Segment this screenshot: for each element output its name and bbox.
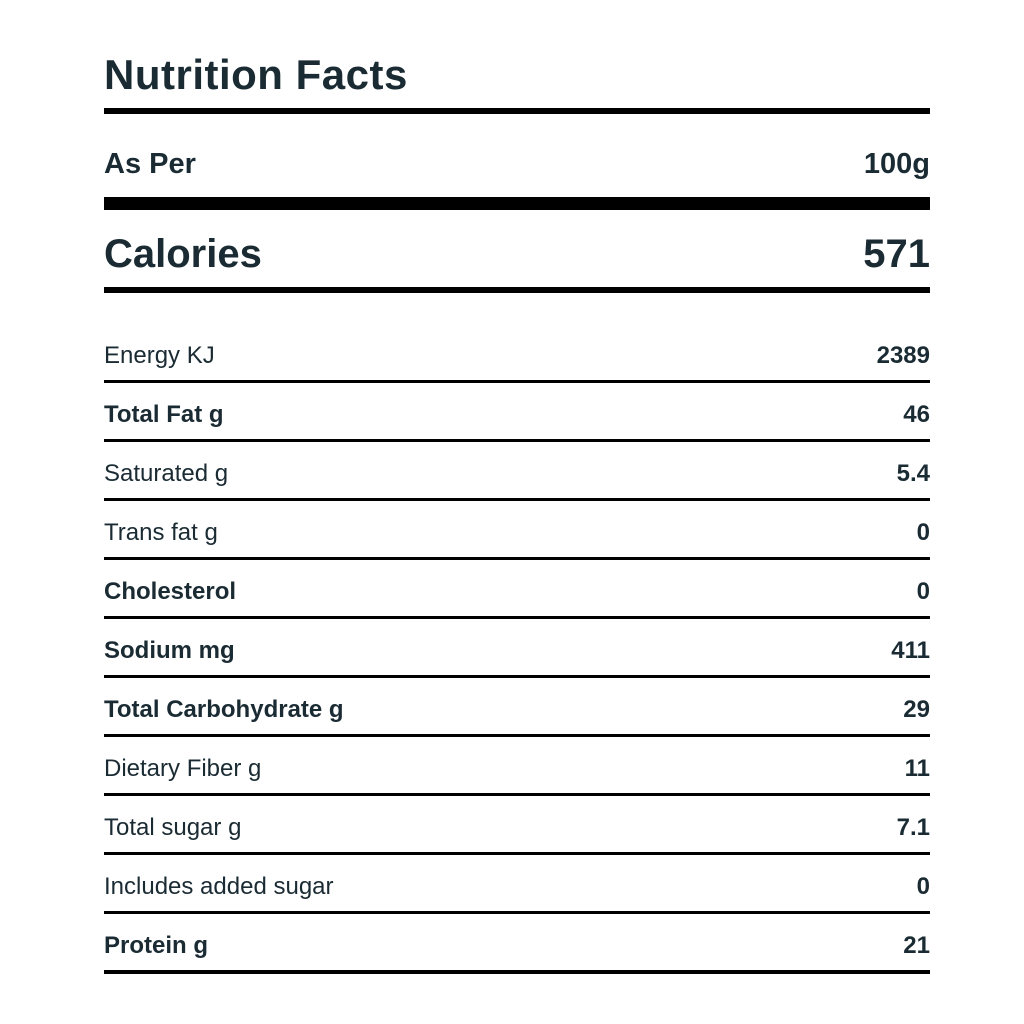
nutrient-value: 411 [891,637,930,665]
serving-label: As Per [104,148,196,181]
table-row: Total sugar g 7.1 [104,796,930,856]
calories-row: Calories 571 [104,232,930,277]
nutrient-label: Trans fat g [104,519,218,547]
table-row: Includes added sugar 0 [104,855,930,915]
nutrient-value: 0 [916,519,930,547]
nutrient-value: 29 [903,696,930,724]
nutrient-value: 0 [916,873,930,901]
thick-divider [104,197,930,211]
nutrient-label: Sodium mg [104,637,235,665]
nutrient-label: Total Carbohydrate g [104,696,344,724]
nutrient-label: Protein g [104,932,209,960]
nutrient-value: 11 [904,755,930,783]
page-title: Nutrition Facts [104,51,408,98]
nutrient-value: 2389 [876,342,930,370]
nutrient-table: Energy KJ 2389 Total Fat g 46 Saturated g 5.4… [104,324,930,975]
nutrient-label: Includes added sugar [104,873,334,901]
serving-row: As Per 100g [104,148,930,181]
nutrient-label: Cholesterol [104,578,237,606]
nutrient-value: 21 [903,932,930,960]
calories-divider [104,287,930,294]
nutrient-label: Dietary Fiber g [104,755,262,783]
serving-value: 100g [863,148,930,181]
nutrient-value: 46 [903,401,930,429]
nutrient-label: Energy KJ [104,342,215,370]
nutrient-value: 0 [916,578,930,606]
table-row: Saturated g 5.4 [104,442,930,502]
table-row: Protein g 21 [104,914,930,975]
nutrient-value: 5.4 [896,460,930,488]
nutrition-facts-label: Nutrition Facts As Per 100g Calories 571… [104,0,930,975]
table-row: Trans fat g 0 [104,501,930,561]
nutrient-value: 7.1 [896,814,930,842]
table-row: Total Carbohydrate g 29 [104,678,930,738]
nutrient-label: Total sugar g [104,814,242,842]
nutrient-label: Total Fat g [104,401,224,429]
table-row: Sodium mg 411 [104,619,930,679]
table-row: Energy KJ 2389 [104,324,930,384]
table-row: Total Fat g 46 [104,383,930,443]
title-divider [104,108,930,115]
calories-label: Calories [104,232,262,277]
table-row: Cholesterol 0 [104,560,930,620]
nutrient-label: Saturated g [104,460,229,488]
table-row: Dietary Fiber g 11 [104,737,930,797]
calories-value: 571 [863,232,930,277]
